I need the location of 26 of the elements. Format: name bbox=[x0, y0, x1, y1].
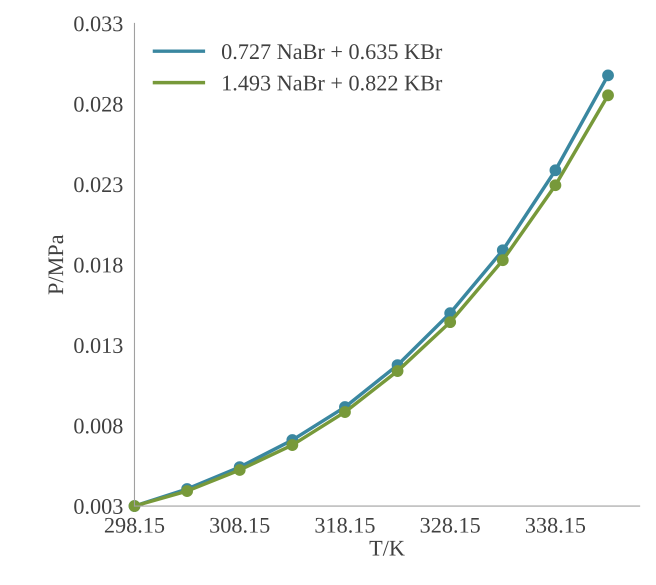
legend-label: 0.727 NaBr + 0.635 KBr bbox=[222, 44, 442, 60]
y-tick-label: 0.008 bbox=[74, 418, 123, 434]
y-tick-label: 0.018 bbox=[74, 258, 123, 273]
y-axis-title: P/MPa bbox=[48, 234, 64, 294]
legend-label: 1.493 NaBr + 0.822 KBr bbox=[223, 76, 442, 91]
point bbox=[602, 89, 614, 102]
point bbox=[496, 254, 509, 266]
point bbox=[339, 406, 351, 418]
x-tick-label: 298.15 bbox=[104, 518, 164, 533]
x-tick-label: 338.15 bbox=[526, 518, 586, 533]
point bbox=[550, 179, 562, 192]
y-tick-label: 0.033 bbox=[74, 16, 122, 32]
y-tick-label: 0.003 bbox=[74, 498, 122, 514]
x-tick-label: 328.15 bbox=[420, 518, 480, 533]
point bbox=[234, 464, 246, 476]
point bbox=[602, 69, 614, 82]
y-tick-label: 0.028 bbox=[74, 96, 123, 112]
point bbox=[444, 316, 456, 328]
point bbox=[392, 365, 404, 377]
x-tick-label: 318.15 bbox=[315, 518, 375, 533]
y-tick-label: 0.013 bbox=[74, 338, 122, 354]
point bbox=[550, 164, 562, 176]
y-tick-label: 0.023 bbox=[74, 177, 122, 192]
x-axis-title: T/K bbox=[370, 540, 405, 556]
point bbox=[286, 439, 298, 451]
x-tick-label: 308.15 bbox=[210, 518, 270, 533]
